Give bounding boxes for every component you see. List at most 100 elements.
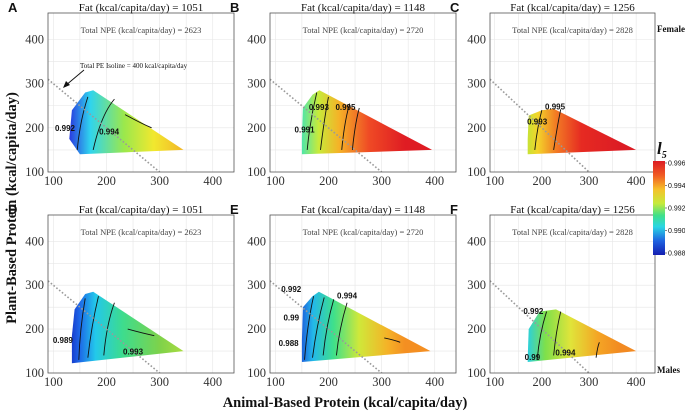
contour-line [320, 96, 329, 150]
x-tick-label: 300 [580, 375, 599, 389]
panel-title: Fat (kcal/capita/day) = 1256 [510, 2, 635, 14]
y-tick-label: 400 [247, 234, 266, 248]
panel-letter: E [230, 202, 239, 217]
isoline [270, 280, 383, 373]
panel-E: 100 200 300 400 100 200 300 400 E Fat (kcal/capit… [230, 202, 457, 389]
isoline-annotation: Total PE Isoline = 400 kcal/capita/day [80, 62, 188, 70]
y-tick-label: 200 [467, 322, 486, 336]
y-tick-label: 200 [467, 121, 486, 135]
y-tick-label: 400 [247, 33, 266, 47]
y-tick-label: 100 [467, 165, 486, 179]
panel-frame [47, 214, 235, 374]
y-tick-label: 300 [25, 278, 44, 292]
panel-F: 100 200 300 400 100 200 300 400 F Fat (kcal/capit… [450, 202, 656, 389]
contour-line [335, 302, 348, 356]
x-tick-label: 100 [485, 174, 504, 188]
colorbar-tick-label: 0.996 [668, 161, 685, 168]
contour-label: 0.99 [283, 313, 299, 322]
x-tick-label: 200 [532, 174, 551, 188]
contour-line [312, 297, 325, 358]
contour-label: 0.99 [525, 353, 541, 362]
contour-line [553, 109, 562, 150]
colorbar-tick-label: 0.992 [668, 206, 685, 213]
contour-line [341, 103, 351, 150]
colorbar-tick-label: 0.988 [668, 251, 685, 258]
x-tick-label: 100 [44, 174, 63, 188]
contour-line [76, 96, 89, 150]
contour-line [595, 342, 600, 358]
x-tick-label: 400 [203, 375, 222, 389]
contour-label: 0.993 [309, 103, 330, 112]
panel-title: Fat (kcal/capita/day) = 1051 [79, 204, 203, 216]
y-tick-label: 100 [25, 366, 44, 380]
contour-label: 0.988 [279, 339, 300, 348]
panel-B: 100 200 300 400 100 200 300 400 B Fat (kcal/capit… [230, 0, 457, 188]
contour-label: 0.993 [123, 348, 144, 357]
contour-label: 0.993 [527, 117, 548, 126]
panel-frame [489, 12, 656, 173]
x-tick-label: 100 [44, 375, 63, 389]
x-tick-label: 200 [319, 375, 338, 389]
contour-label: 0.991 [295, 125, 316, 134]
x-tick-label: 400 [425, 174, 444, 188]
panel-title: Fat (kcal/capita/day) = 1051 [79, 2, 203, 14]
panel-frame [489, 214, 656, 374]
contour-label: 0.994 [99, 127, 120, 136]
panel-frame [47, 12, 235, 173]
y-tick-label: 100 [467, 366, 486, 380]
y-tick-label: 200 [247, 121, 266, 135]
contour-line [127, 328, 155, 337]
contour-line [306, 92, 318, 150]
contour-line [103, 302, 115, 356]
y-tick-label: 400 [467, 33, 486, 47]
x-tick-label: 200 [319, 174, 338, 188]
x-tick-label: 300 [150, 375, 169, 389]
y-tick-label: 100 [247, 165, 266, 179]
y-tick-label: 400 [25, 33, 44, 47]
y-tick-label: 300 [25, 77, 44, 91]
row-label-males: Males [657, 365, 680, 375]
contour-label: 0.992 [523, 307, 544, 316]
y-axis-title: Plant-Based Protein (kcal/capita/day) [4, 92, 20, 324]
y-tick-label: 100 [25, 165, 44, 179]
panel-subtitle: Total NPE (kcal/capita/day) = 2623 [81, 25, 202, 35]
x-tick-label: 400 [627, 375, 646, 389]
contour-line [124, 114, 152, 129]
panel-letter: C [450, 0, 460, 15]
contour-line [87, 296, 99, 358]
x-tick-label: 100 [485, 375, 504, 389]
contour-line [78, 298, 86, 360]
colorbar-title: l5 [657, 139, 667, 161]
contour-label: 0.994 [337, 291, 358, 300]
x-tick-label: 300 [150, 174, 169, 188]
x-tick-label: 200 [97, 375, 116, 389]
panel-D: 100 200 300 400 100 200 300 400 D Fat (kcal/capit… [8, 202, 235, 389]
x-tick-label: 200 [97, 174, 116, 188]
surface-region [301, 291, 431, 362]
contour-label: 0.995 [335, 103, 356, 112]
contour-label: 0.994 [555, 348, 576, 357]
panel-subtitle: Total NPE (kcal/capita/day) = 2828 [512, 227, 633, 237]
colorbar-tick-label: 0.994 [668, 183, 685, 190]
isoline [48, 280, 161, 373]
surface-region [301, 90, 433, 155]
contour-line [322, 299, 335, 356]
panel-letter: F [450, 202, 458, 217]
x-tick-label: 400 [425, 375, 444, 389]
contour-label: 0.995 [545, 102, 566, 111]
panel-letter: A [8, 0, 18, 15]
x-tick-label: 100 [266, 174, 285, 188]
panel-title: Fat (kcal/capita/day) = 1148 [301, 2, 426, 14]
contour-line [384, 337, 401, 343]
contour-label: 0.992 [55, 124, 76, 133]
isoline [270, 78, 383, 172]
colorbar-gradient [653, 161, 665, 255]
panel-C: 100 200 300 400 100 200 300 400 C Fat (kcal/capit… [450, 0, 656, 188]
surface-region [69, 90, 184, 155]
y-tick-label: 400 [467, 234, 486, 248]
x-tick-label: 300 [372, 174, 391, 188]
panel-letter: D [8, 202, 17, 217]
isoline-arrowhead [63, 81, 70, 88]
panel-subtitle: Total NPE (kcal/capita/day) = 2720 [303, 227, 424, 237]
